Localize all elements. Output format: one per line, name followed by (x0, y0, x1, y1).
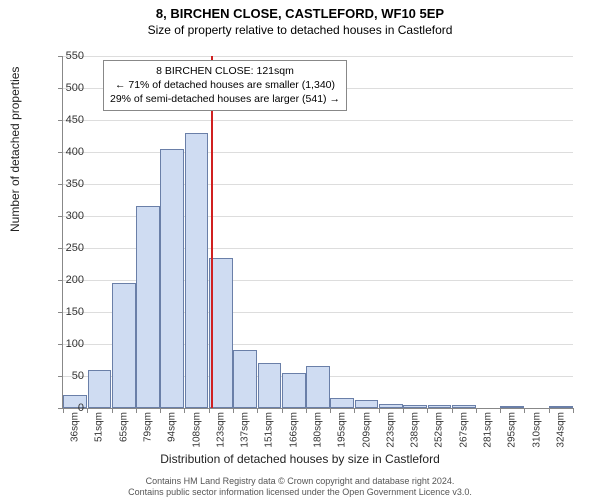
histogram-bar (355, 400, 379, 408)
footer-line1: Contains HM Land Registry data © Crown c… (0, 476, 600, 487)
x-tick-label: 166sqm (288, 412, 299, 448)
x-tick-label: 108sqm (191, 412, 202, 448)
x-tick (160, 408, 161, 413)
histogram-bar (282, 373, 306, 408)
x-tick-label: 252sqm (434, 412, 445, 448)
x-axis-label: Distribution of detached houses by size … (0, 452, 600, 466)
grid-line (63, 56, 573, 57)
x-tick (209, 408, 210, 413)
annotation-line2: ← 71% of detached houses are smaller (1,… (110, 78, 340, 92)
x-tick-label: 180sqm (313, 412, 324, 448)
histogram-bar (88, 370, 112, 408)
x-tick-label: 79sqm (143, 412, 154, 442)
histogram-bar (403, 405, 427, 408)
x-tick-label: 65sqm (118, 412, 129, 442)
x-tick-label: 223sqm (385, 412, 396, 448)
y-tick-label: 0 (44, 402, 84, 414)
x-tick-label: 123sqm (215, 412, 226, 448)
x-tick (233, 408, 234, 413)
y-tick-label: 550 (44, 50, 84, 62)
annotation-box: 8 BIRCHEN CLOSE: 121sqm ← 71% of detache… (103, 60, 347, 111)
x-tick (330, 408, 331, 413)
histogram-bar (160, 149, 184, 408)
histogram-bar (306, 366, 330, 408)
x-tick (427, 408, 428, 413)
x-tick-label: 51sqm (94, 412, 105, 442)
histogram-bar (428, 405, 452, 408)
x-tick (403, 408, 404, 413)
y-axis-label: Number of detached properties (8, 67, 22, 232)
x-tick (573, 408, 574, 413)
grid-line (63, 120, 573, 121)
x-tick (184, 408, 185, 413)
chart-subtitle: Size of property relative to detached ho… (0, 21, 600, 37)
y-tick-label: 100 (44, 338, 84, 350)
y-tick-label: 350 (44, 178, 84, 190)
grid-line (63, 184, 573, 185)
x-tick (524, 408, 525, 413)
histogram-bar (112, 283, 136, 408)
grid-line (63, 152, 573, 153)
annotation-line3: 29% of semi-detached houses are larger (… (110, 92, 340, 106)
y-tick-label: 300 (44, 210, 84, 222)
y-tick-label: 500 (44, 82, 84, 94)
x-tick (354, 408, 355, 413)
x-tick (87, 408, 88, 413)
x-tick-label: 209sqm (361, 412, 372, 448)
x-tick (500, 408, 501, 413)
histogram-bar (379, 404, 403, 408)
histogram-bar (549, 406, 573, 408)
x-tick-label: 238sqm (410, 412, 421, 448)
x-tick (112, 408, 113, 413)
y-tick-label: 150 (44, 306, 84, 318)
histogram-bar (233, 350, 257, 408)
y-tick-label: 450 (44, 114, 84, 126)
y-tick-label: 400 (44, 146, 84, 158)
x-tick-label: 36sqm (70, 412, 81, 442)
x-tick-label: 324sqm (555, 412, 566, 448)
y-tick-label: 200 (44, 274, 84, 286)
x-tick (257, 408, 258, 413)
histogram-bar (185, 133, 209, 408)
footer-line2: Contains public sector information licen… (0, 487, 600, 498)
x-tick-label: 295sqm (507, 412, 518, 448)
x-tick (306, 408, 307, 413)
x-tick (379, 408, 380, 413)
histogram-bar (258, 363, 282, 408)
footer: Contains HM Land Registry data © Crown c… (0, 476, 600, 499)
x-tick-label: 310sqm (531, 412, 542, 448)
histogram-bar (452, 405, 476, 408)
histogram-chart: 8, BIRCHEN CLOSE, CASTLEFORD, WF10 5EP S… (0, 0, 600, 500)
x-tick-label: 94sqm (167, 412, 178, 442)
x-tick (136, 408, 137, 413)
plot-area: 8 BIRCHEN CLOSE: 121sqm ← 71% of detache… (62, 56, 573, 409)
x-tick (452, 408, 453, 413)
y-tick-label: 250 (44, 242, 84, 254)
x-tick-label: 267sqm (458, 412, 469, 448)
x-tick-label: 281sqm (483, 412, 494, 448)
y-tick-label: 50 (44, 370, 84, 382)
x-tick-label: 195sqm (337, 412, 348, 448)
x-tick (476, 408, 477, 413)
chart-title: 8, BIRCHEN CLOSE, CASTLEFORD, WF10 5EP (0, 0, 600, 21)
histogram-bar (136, 206, 160, 408)
histogram-bar (330, 398, 354, 408)
x-tick (549, 408, 550, 413)
x-tick-label: 151sqm (264, 412, 275, 448)
annotation-line1: 8 BIRCHEN CLOSE: 121sqm (110, 64, 340, 78)
histogram-bar (500, 406, 524, 408)
x-tick-label: 137sqm (240, 412, 251, 448)
x-tick (282, 408, 283, 413)
